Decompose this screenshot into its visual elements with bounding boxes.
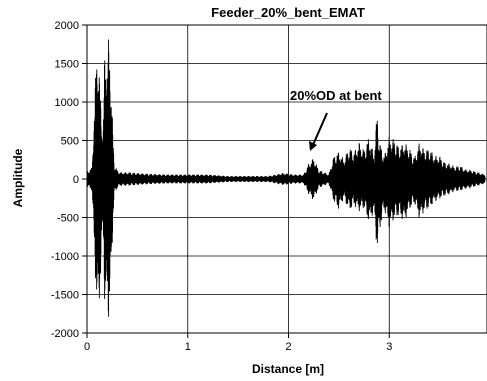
y-tick-label: -2000	[51, 328, 79, 340]
x-tick-label: 1	[185, 341, 191, 353]
annotation: 20%OD at bent	[290, 88, 382, 151]
annotation-arrow	[312, 112, 328, 146]
chart-title: Feeder_20%_bent_EMAT	[211, 5, 365, 20]
y-tick-label: -500	[57, 213, 79, 225]
x-axis-label: Distance [m]	[252, 362, 324, 376]
y-tick-label: -1500	[51, 290, 79, 302]
y-axis-label: Amplitude	[11, 148, 25, 207]
y-tick-label: -1000	[51, 251, 79, 263]
ticks	[82, 24, 390, 338]
y-tick-label: 2000	[55, 20, 79, 32]
y-tick-label: 500	[61, 136, 79, 148]
y-tick-label: 1500	[55, 59, 79, 71]
annotation-arrowhead	[309, 141, 317, 151]
y-tick-labels: 2000 1500 1000 500 0 -500 -1000 -1500 -2000	[51, 20, 79, 340]
signal-line	[86, 39, 486, 317]
annotation-label: 20%OD at bent	[290, 88, 382, 103]
signal-series	[86, 39, 486, 317]
y-tick-label: 1000	[55, 97, 79, 109]
x-tick-labels: 0 1 2 3	[84, 341, 392, 353]
x-tick-label: 0	[84, 341, 90, 353]
x-tick-label: 2	[285, 341, 291, 353]
x-tick-label: 3	[386, 341, 392, 353]
y-tick-label: 0	[73, 174, 79, 186]
